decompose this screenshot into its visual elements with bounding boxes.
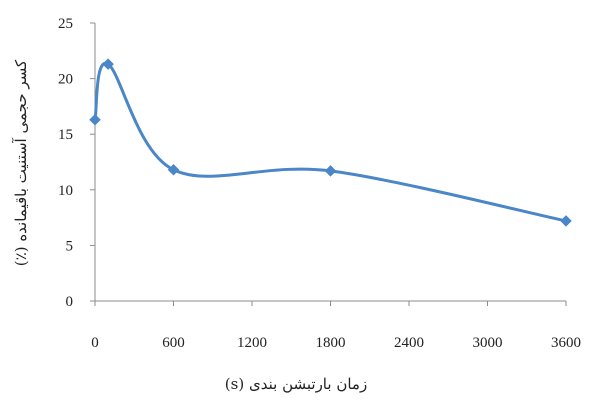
- x-tick-label: 1200: [237, 335, 267, 351]
- x-tick-label: 3600: [551, 335, 581, 351]
- x-tick-label: 2400: [394, 335, 424, 351]
- series-layer: [89, 58, 572, 227]
- y-tick-label: 10: [58, 183, 73, 199]
- series-line: [93, 62, 568, 223]
- data-point-marker: [324, 165, 337, 177]
- data-point-marker: [167, 163, 180, 176]
- axes: [94, 23, 566, 302]
- data-point-marker: [560, 215, 572, 227]
- data-point-marker: [89, 113, 101, 126]
- x-tick-label: 1800: [316, 335, 346, 351]
- y-axis-label: کسر حجمی آستنیت باقیمانده (٪): [12, 59, 30, 266]
- y-tick-label: 25: [58, 16, 73, 32]
- x-axis-ticks: 0 600 1200 1800 2400 3000 3600: [91, 301, 581, 351]
- y-tick-label: 15: [58, 127, 73, 143]
- x-axis-label: زمان بارتبشن بندی (s): [225, 375, 367, 393]
- y-tick-label: 0: [66, 294, 74, 310]
- data-point-marker: [102, 58, 114, 70]
- y-axis-ticks: 0 5 10 15 20 25: [58, 16, 95, 310]
- x-tick-label: 3000: [473, 335, 503, 351]
- x-tick-label: 0: [91, 335, 99, 351]
- y-tick-label: 5: [66, 238, 74, 254]
- x-tick-label: 600: [162, 335, 185, 351]
- y-tick-label: 20: [58, 72, 73, 88]
